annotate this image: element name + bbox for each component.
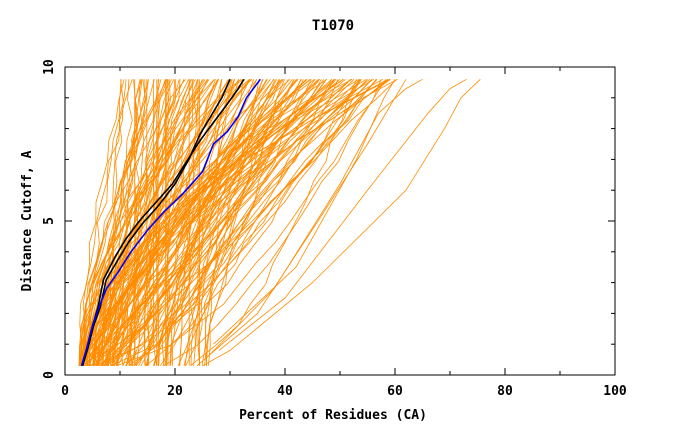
bundle-line [207,78,423,357]
bundle-line [92,78,375,366]
bundle-line [196,79,407,367]
bundle-line [101,79,250,366]
bundle-line [82,79,258,366]
bundle-line [197,79,201,366]
bundle-line [92,79,397,367]
bundle-line [82,79,334,367]
bundle-line [116,79,133,366]
bundle-line [97,78,367,366]
bundle-line [92,78,398,366]
bundle-line [125,78,311,366]
bundle-line [172,79,264,366]
bundle-line [184,78,391,366]
bundle-line [116,79,382,367]
y-tick-label: 10 [42,59,57,75]
x-tick-label: 60 [387,384,403,399]
bundle-line [129,79,251,366]
bundle-line [202,79,481,367]
bundle-line [87,78,336,366]
bundle-line [183,79,378,366]
bundle-line [101,79,327,367]
y-tick-label: 0 [42,371,57,379]
bundle-line [112,79,320,366]
bundle-line [218,78,467,351]
highlight-series-1 [81,78,231,367]
bundle-line [185,79,285,366]
x-tick-label: 40 [277,384,293,399]
bundle-line [116,79,193,366]
bundle-line [178,79,240,366]
bundle-line [145,79,362,367]
y-axis-label: Distance Cutoff, A [20,150,35,291]
bundle-line [158,79,368,366]
bundle-line [78,79,215,366]
bundle-line [79,78,244,366]
bundle-line [140,79,362,367]
axis-ticks: 0 20 40 60 80 100 0 5 10 [42,59,627,399]
bundle-line [153,78,389,366]
bundle-line [85,78,390,366]
bundle-line [166,78,371,366]
x-tick-label: 0 [61,384,69,399]
bundle-line [115,79,223,366]
bundle-line [79,79,215,366]
y-tick-label: 5 [42,217,57,225]
bundle-line [83,79,206,366]
x-tick-label: 100 [603,384,627,399]
plot-area [78,78,481,367]
x-axis-label: Percent of Residues (CA) [239,408,427,423]
bundle-line [79,79,125,366]
bundle-line [165,79,169,366]
bundle-line [136,79,319,366]
highlight-series-3 [80,78,261,367]
bundle-line [117,79,327,366]
bundle-line [80,79,186,366]
chart-title: T1070 [312,18,354,34]
bundle-line [107,79,308,366]
bundle-line [106,79,220,366]
bundle-line [163,79,387,367]
bundle-line [79,79,166,366]
bundle-line [84,79,361,367]
bundle-line [85,78,384,366]
bundle-line [105,78,344,366]
bundle-line [147,78,346,366]
bundle-line [213,79,396,345]
x-tick-label: 20 [167,384,183,399]
x-tick-label: 80 [497,384,513,399]
bundle-line [122,79,181,366]
